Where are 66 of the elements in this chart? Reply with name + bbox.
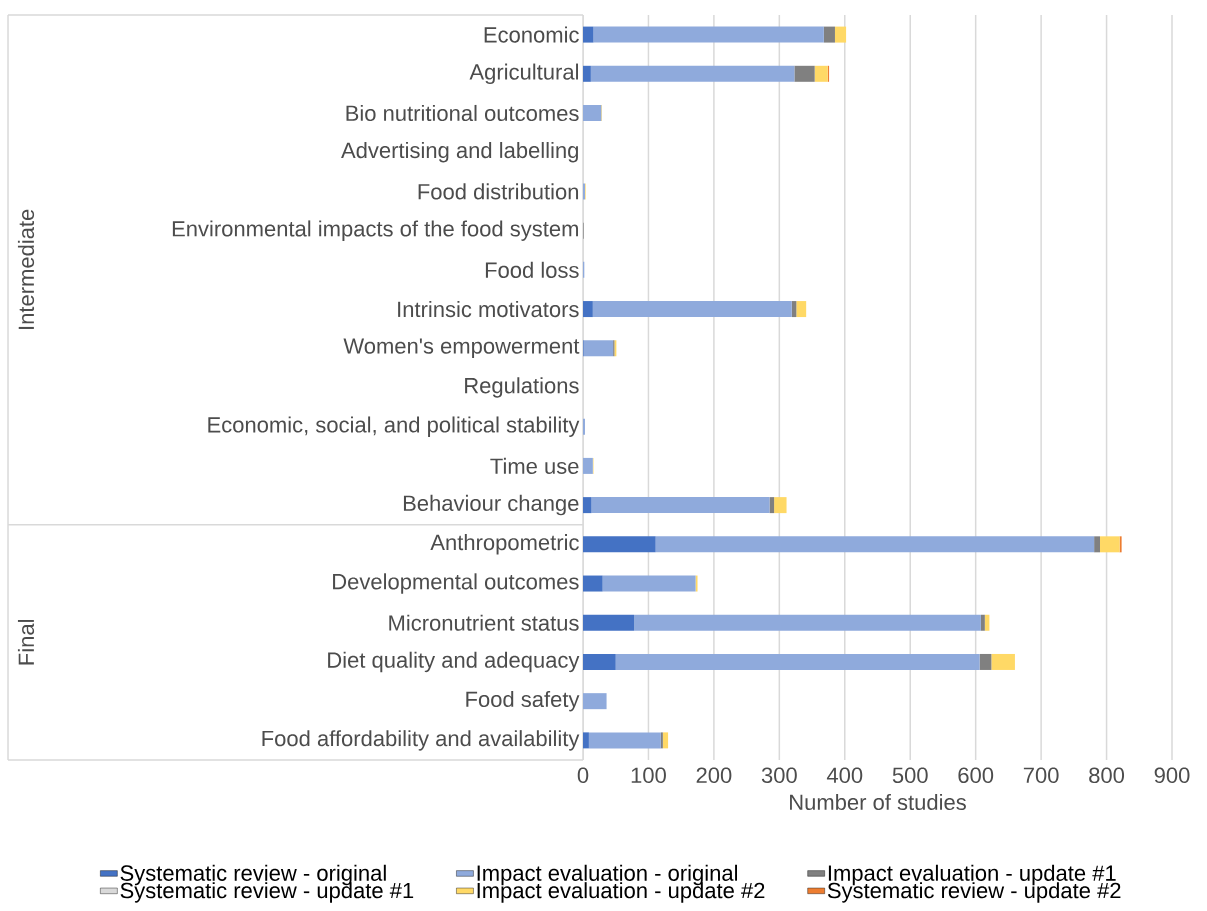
y-tick-label: Agricultural [469,63,578,85]
bar [583,732,589,749]
bar [991,653,1015,670]
bar [583,26,594,43]
y-tick-label: Developmental outcomes [333,573,579,594]
bar [774,497,787,514]
y-tick-label: Intrinsic motivators [398,300,579,318]
bar [662,732,669,749]
bar [592,301,792,318]
y-tick-label: Economic, social, and political stability [208,416,580,437]
bar [583,614,635,631]
bar [583,693,607,710]
bar [979,653,992,670]
x-tick-label: 500 [892,767,928,784]
x-tick-label: 200 [696,767,732,784]
y-tick-label: Women's empowerment [343,338,580,359]
bar [655,536,1095,553]
bar [583,575,603,592]
y-tick-label: Environmental impacts of the food system [172,220,578,241]
bar [583,497,592,514]
y-tick-label: Economic [484,26,579,43]
text: Final [17,619,35,665]
y-tick-label: Food distribution [418,183,579,200]
bar [583,457,593,474]
bar [588,732,661,749]
bar [593,26,824,43]
y-tick-label: Micronutrient status [389,614,579,631]
bar [583,105,602,122]
bar [1100,536,1120,553]
bar [583,340,614,357]
bar [796,301,807,318]
x-tick-label: 100 [631,767,666,784]
y-tick-label: Food safety [466,690,580,712]
y-tick-label: Regulations [465,377,579,398]
y-tick-label: Anthropometric [430,534,579,555]
bar [583,653,616,670]
x-axis-title: Number of studies [790,793,966,811]
x-tick-label: 800 [1089,767,1125,784]
bar [814,65,828,82]
y-tick-label: Food affordability and availability [262,730,580,751]
y-tick-label: Advertising and labelling [341,141,578,163]
bar [615,653,980,670]
x-tick-label: 700 [1023,767,1059,784]
bar [823,26,835,43]
x-tick-label: 0 [577,767,589,784]
bar [834,26,847,43]
bar [794,65,815,82]
bar [590,65,795,82]
text: Intermediate [17,209,35,329]
y-tick-label: Bio nutritional outcomes [346,104,579,122]
x-tick-label: 400 [826,767,863,784]
y-tick-label: Food loss [485,261,579,278]
bar [634,614,981,631]
x-tick-label: 600 [958,767,994,784]
bar [1094,536,1101,553]
x-tick-label: 300 [761,767,797,784]
bar [583,536,656,553]
y-tick-label: Behaviour change [403,494,579,516]
bar [591,497,770,514]
bar [602,575,696,592]
y-tick-label: Time use [490,457,579,474]
y-tick-label: Diet quality and adequacy [328,651,580,673]
bar [980,614,985,631]
bar [583,65,591,82]
bar [583,301,593,318]
x-tick-label: 900 [1154,767,1190,784]
